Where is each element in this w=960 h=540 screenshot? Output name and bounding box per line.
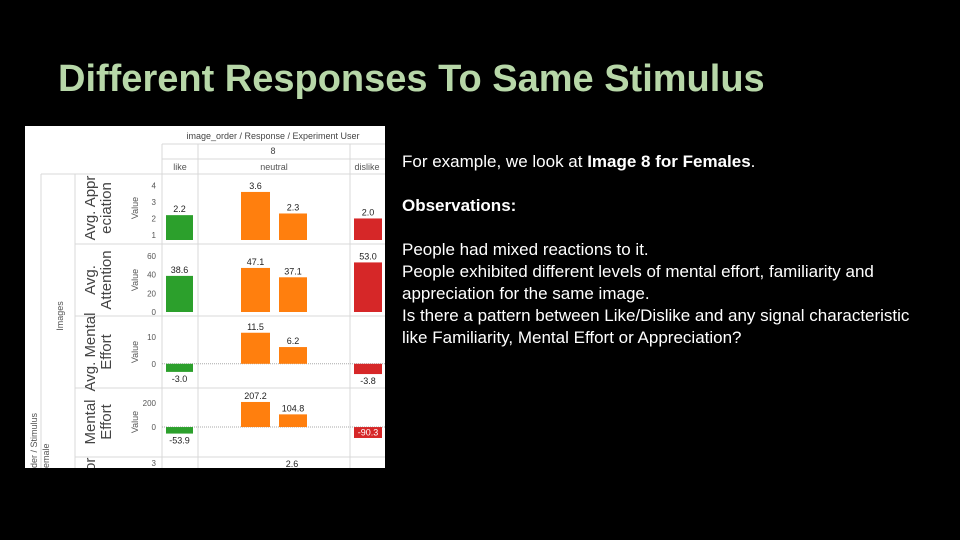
observations-text: For example, we look at Image 8 for Fema… <box>402 151 922 349</box>
value-axis-label: Value <box>130 341 140 363</box>
bar-dislike <box>354 363 382 375</box>
data-label: 2.0 <box>362 207 375 217</box>
data-label: -53.9 <box>169 436 190 446</box>
data-label: 6.2 <box>287 336 300 346</box>
header-title: image_order / Response / Experiment User <box>186 131 359 141</box>
measure-label: Avg. Appr <box>82 176 99 241</box>
bar-neutral <box>241 191 270 240</box>
category-label-like: like <box>173 162 187 172</box>
tick-label: 4 <box>152 181 157 190</box>
bar-neutral <box>241 401 270 428</box>
observation-line-2: People exhibited different levels of men… <box>402 262 874 303</box>
data-label: 2.6 <box>286 459 299 468</box>
tick-label: 2 <box>152 214 157 223</box>
bar-dislike <box>354 427 382 438</box>
measure-label: Avg. Mental <box>82 313 99 392</box>
data-label: -3.8 <box>360 376 376 386</box>
bar-dislike <box>354 218 382 240</box>
data-label: 53.0 <box>359 251 377 261</box>
observations-heading: Observations: <box>402 196 517 215</box>
dimension-label: der / Stimulus <box>29 412 39 468</box>
image-label: 8 <box>270 146 275 156</box>
measure-label: Mental <box>82 399 99 444</box>
observation-line-1: People had mixed reactions to it. <box>402 240 649 259</box>
tick-label: 1 <box>152 231 157 240</box>
category-label-dislike: dislike <box>354 162 379 172</box>
chart-panel: image_order / Response / Experiment User… <box>25 126 385 468</box>
slide-title: Different Responses To Same Stimulus <box>58 58 765 100</box>
data-label: -3.0 <box>172 374 188 384</box>
measure-label: eciation <box>98 182 115 234</box>
tick-label: 0 <box>152 423 157 432</box>
data-label: 11.5 <box>247 322 264 332</box>
category-label-neutral: neutral <box>260 162 288 172</box>
intro-line: For example, we look at Image 8 for Fema… <box>402 151 922 173</box>
value-axis-label: Value <box>130 269 140 291</box>
data-label: 2.3 <box>287 202 300 212</box>
bar-neutral <box>279 347 307 364</box>
measure-label: Attention <box>98 250 115 309</box>
bar-neutral <box>279 414 307 428</box>
data-label: 2.2 <box>173 204 186 214</box>
value-axis-label: Value <box>130 411 140 433</box>
data-label: 47.1 <box>247 257 265 267</box>
tick-label: 0 <box>152 360 157 369</box>
bar-chart: image_order / Response / Experiment User… <box>29 131 385 468</box>
dimension-label: emale <box>41 443 51 468</box>
bar-like <box>166 427 193 434</box>
measure-label: or <box>82 458 99 468</box>
data-label: 207.2 <box>244 391 267 401</box>
bar-like <box>166 275 193 312</box>
tick-label: 3 <box>152 198 157 207</box>
measure-label: Avg. <box>82 265 99 295</box>
tick-label: 20 <box>147 289 156 298</box>
value-axis-label: Value <box>130 197 140 219</box>
tick-label: 10 <box>147 333 156 342</box>
tick-label: 3 <box>152 459 157 468</box>
intro-prefix: For example, we look at <box>402 152 588 171</box>
bar-like <box>166 215 193 240</box>
measure-label: Effort <box>98 333 115 369</box>
intro-suffix: . <box>750 152 756 171</box>
observation-line-3: Is there a pattern between Like/Dislike … <box>402 306 910 347</box>
data-label: 104.8 <box>282 403 305 413</box>
data-label: 38.6 <box>171 265 189 275</box>
bar-neutral <box>241 267 270 312</box>
bar-dislike <box>354 262 382 312</box>
bar-neutral <box>241 332 270 364</box>
tick-label: 60 <box>147 252 156 261</box>
bar-neutral <box>279 213 307 240</box>
data-label: 3.6 <box>249 181 262 191</box>
measure-label: Effort <box>98 403 115 439</box>
spacer <box>402 173 922 195</box>
intro-highlight: Image 8 for Females <box>587 152 751 171</box>
bar-neutral <box>279 277 307 312</box>
spacer <box>402 217 922 239</box>
dimension-label: Images <box>55 301 65 331</box>
bar-like <box>166 363 193 372</box>
tick-label: 200 <box>143 399 157 408</box>
tick-label: 40 <box>147 271 156 280</box>
data-label: -90.3 <box>358 428 379 438</box>
tick-label: 0 <box>152 308 157 317</box>
data-label: 37.1 <box>284 266 302 276</box>
